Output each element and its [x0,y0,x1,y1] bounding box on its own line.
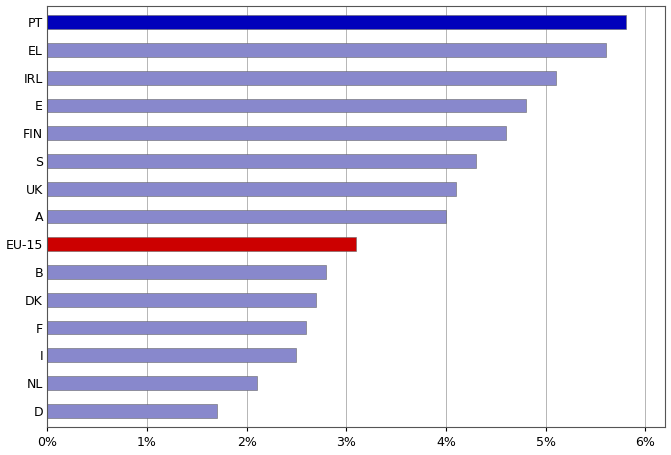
Bar [47,126,506,140]
Bar [47,71,556,85]
Bar [47,404,217,418]
Bar [47,210,446,223]
Bar [47,265,326,279]
Bar [47,349,297,362]
Bar [47,376,256,390]
Bar [47,15,625,29]
Bar [47,321,307,334]
Bar [47,43,606,57]
Bar [47,99,526,112]
Bar [47,154,476,168]
Bar [47,182,456,196]
Bar [47,293,317,307]
Bar [47,238,356,251]
